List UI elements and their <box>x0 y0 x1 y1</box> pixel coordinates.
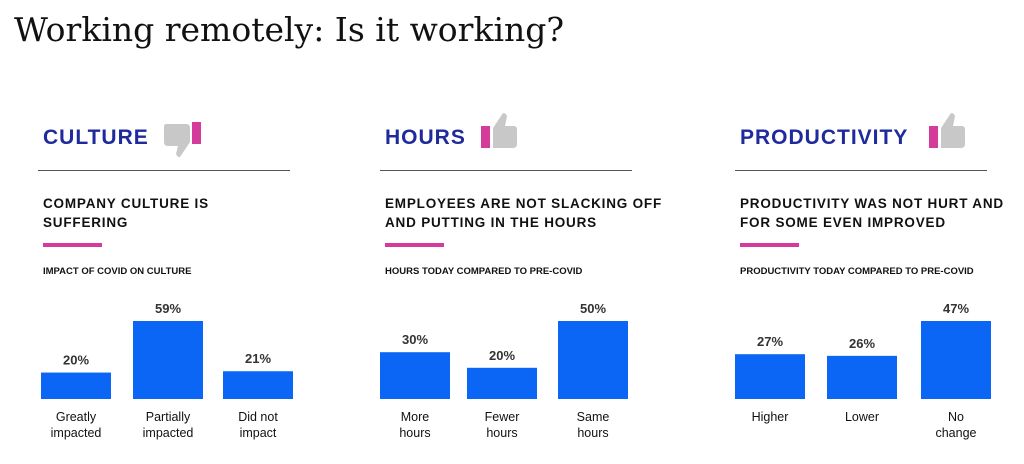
category-label: More hours <box>399 410 430 440</box>
accent-bar <box>43 243 102 247</box>
bar-value-label: 20% <box>489 348 515 363</box>
category-label: Same hours <box>577 410 610 440</box>
thumbs-up-icon <box>929 113 965 148</box>
panel-divider <box>38 170 290 171</box>
category-label: Lower <box>845 410 879 424</box>
thumbs-up-icon <box>481 113 517 148</box>
page-title: Working remotely: Is it working? <box>14 10 565 49</box>
panel-heading: HOURS <box>385 126 466 149</box>
accent-bar <box>740 243 799 247</box>
hours-panel: HOURS EMPLOYEES ARE NOT SLACKING OFF AND… <box>380 100 661 460</box>
chart-label: PRODUCTIVITY TODAY COMPARED TO PRE-COVID <box>740 266 974 277</box>
thumbs-down-icon <box>164 122 201 157</box>
culture-bar-chart: 20% Greatly impacted 59% Partially impacted 21… <box>41 301 293 440</box>
panel-subheading: COMPANY CULTURE IS SUFFERING <box>43 196 209 230</box>
productivity-bar-chart: 27% Higher 26% Lower 47% No change <box>735 301 991 440</box>
category-label: Higher <box>752 410 789 424</box>
bar-value-label: 27% <box>757 334 783 349</box>
chart-label: HOURS TODAY COMPARED TO PRE-COVID <box>385 266 583 277</box>
category-label: Did not impact <box>238 410 278 440</box>
bar <box>380 352 450 399</box>
panel-subheading: PRODUCTIVITY WAS NOT HURT AND FOR SOME E… <box>740 196 1004 230</box>
bar-value-label: 50% <box>580 301 606 316</box>
bar <box>133 321 203 399</box>
category-label: Greatly impacted <box>51 410 102 440</box>
bar <box>735 354 805 399</box>
bar-value-label: 26% <box>849 336 875 351</box>
bar-value-label: 59% <box>155 301 181 316</box>
panel-heading: CULTURE <box>43 126 149 149</box>
bar-value-label: 30% <box>402 332 428 347</box>
productivity-panel: PRODUCTIVITY PRODUCTIVITY WAS NOT HURT A… <box>735 100 1005 460</box>
hours-bar-chart: 30% More hours 20% Fewer hours 50% Same hours <box>380 301 628 440</box>
panel-divider <box>380 170 632 171</box>
category-label: Partially impacted <box>143 410 194 440</box>
bar <box>467 367 537 399</box>
bar <box>558 321 628 399</box>
panel-divider <box>735 170 987 171</box>
chart-label: IMPACT OF COVID ON CULTURE <box>43 266 192 277</box>
accent-bar <box>385 243 444 247</box>
bar-value-label: 21% <box>245 351 271 366</box>
bar-value-label: 47% <box>943 301 969 316</box>
panel-subheading: EMPLOYEES ARE NOT SLACKING OFF AND PUTTI… <box>385 196 663 230</box>
category-label: No change <box>935 410 976 440</box>
culture-panel: CULTURE COMPANY CULTURE IS SUFFERING IMP… <box>38 100 298 460</box>
bar-value-label: 20% <box>63 353 89 368</box>
panel-heading: PRODUCTIVITY <box>740 126 909 149</box>
bar <box>223 371 293 399</box>
bar <box>41 372 111 399</box>
bar <box>827 355 897 399</box>
bar <box>921 321 991 399</box>
category-label: Fewer hours <box>485 410 520 440</box>
